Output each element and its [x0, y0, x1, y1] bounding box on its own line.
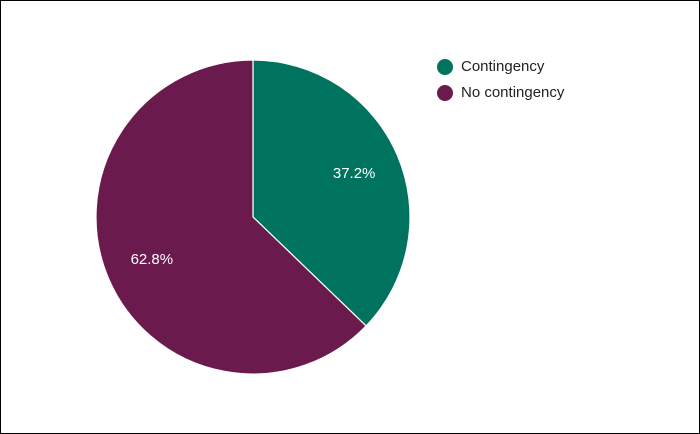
slice-label: 62.8% [131, 251, 174, 268]
slice-label: 37.2% [333, 165, 376, 182]
legend-swatch [437, 59, 453, 75]
legend-label: No contingency [461, 84, 565, 101]
pie-slice [95, 59, 367, 375]
pie-slice [252, 59, 411, 327]
legend-label: Contingency [461, 58, 545, 75]
legend-swatch [437, 85, 453, 101]
